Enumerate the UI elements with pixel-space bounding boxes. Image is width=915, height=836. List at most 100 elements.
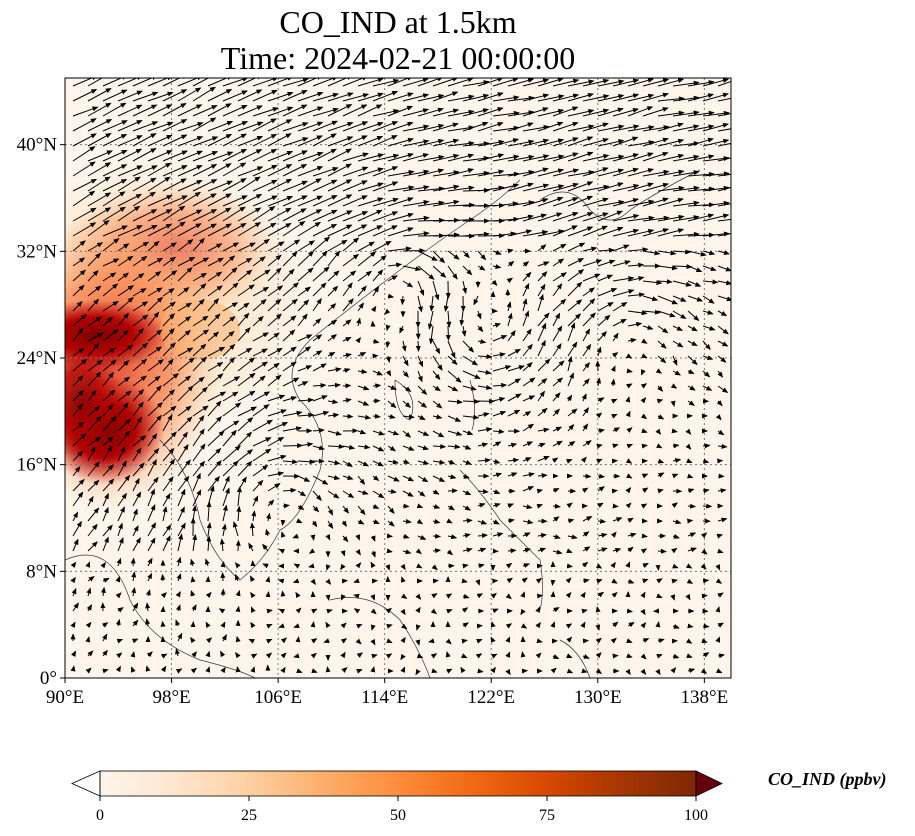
wind-vector-746 (702, 325, 716, 331)
wind-vector-386 (582, 197, 609, 207)
wind-vector-652 (612, 289, 635, 297)
wind-vector-426 (522, 213, 548, 222)
wind-vector-19 (357, 78, 384, 87)
wind-vector-181 (147, 134, 173, 147)
wind-vector-0 (72, 78, 98, 87)
wind-vector-449 (207, 223, 232, 237)
wind-vector-92 (132, 104, 158, 117)
wind-vector-332 (432, 184, 460, 192)
wind-vector-516 (552, 243, 567, 252)
wind-vector-1246 (282, 503, 290, 509)
wind-vector-666 (162, 301, 176, 312)
wind-vector-365 (267, 195, 294, 207)
wind-vector-446 (162, 221, 186, 237)
wind-vector-206 (522, 138, 550, 147)
wind-vector-79 (597, 94, 625, 102)
wind-vector-58 (282, 90, 308, 102)
wind-vector-140 (192, 117, 217, 132)
wind-vector-695 (597, 302, 614, 312)
wind-vector-338 (522, 183, 550, 192)
wind-vector-456 (312, 223, 338, 237)
wind-vector-67 (417, 93, 445, 102)
wind-vector-771 (415, 340, 421, 352)
wind-vector-17 (327, 78, 353, 87)
wind-vector-464 (432, 232, 460, 238)
wind-vector-6 (162, 78, 188, 87)
wind-vector-455 (297, 221, 322, 237)
wind-vector-88 (72, 106, 99, 117)
wind-vector-520 (612, 244, 630, 252)
wind-vector-121 (567, 109, 595, 117)
lon-tick-label-1: 98°E (152, 687, 190, 708)
wind-vector-427 (537, 212, 563, 222)
wind-vector-742 (642, 325, 654, 330)
wind-vector-48 (132, 91, 159, 102)
wind-vector-89 (87, 102, 112, 117)
wind-vector-950 (462, 398, 480, 404)
wind-vector-624 (192, 283, 207, 297)
wind-vector-641 (443, 295, 449, 312)
wind-vector-298 (582, 167, 609, 177)
wind-vector-733 (507, 312, 513, 327)
wind-vector-700 (672, 310, 687, 320)
wind-vector-137 (147, 121, 174, 132)
wind-vector-1462 (220, 571, 226, 582)
wind-vector-126 (642, 107, 669, 117)
wind-vector-703 (717, 310, 728, 317)
wind-vector-693 (567, 299, 583, 312)
wind-vector-326 (342, 180, 368, 192)
colorbar-tick-label-4: 100 (684, 807, 708, 824)
wind-vector-202 (462, 141, 490, 147)
wind-vector-195 (357, 135, 384, 147)
wind-vector-774 (462, 340, 475, 353)
wind-vector-223 (117, 148, 143, 162)
wind-vector-50 (162, 89, 188, 102)
wind-vector-333 (447, 185, 475, 192)
wind-vector-355 (117, 193, 143, 207)
wind-vector-414 (342, 211, 369, 222)
wind-vector-32 (552, 78, 580, 87)
wind-vector-760 (252, 332, 269, 342)
wind-vector-585 (267, 267, 282, 282)
wind-vector-213 (627, 140, 655, 147)
wind-vector-9 (207, 78, 233, 87)
wind-vector-487 (117, 243, 130, 252)
wind-vector-723 (356, 317, 362, 327)
wind-vector-632 (312, 282, 327, 297)
wind-vector-183 (177, 136, 204, 147)
wind-vector-728 (428, 325, 434, 345)
wind-vector-318 (222, 178, 247, 192)
wind-vector-714 (222, 316, 236, 327)
wind-vector-117 (507, 110, 535, 117)
wind-vector-139 (177, 122, 204, 132)
wind-vector-201 (447, 141, 475, 147)
wind-vector-270 (162, 165, 188, 177)
wind-vector-752 (132, 327, 144, 342)
wind-vector-383 (537, 196, 564, 207)
wind-vector-415 (357, 209, 383, 222)
wind-vector-133 (87, 119, 113, 132)
wind-vector-83 (657, 96, 685, 102)
wind-vector-120 (552, 106, 579, 117)
wind-vector-105 (327, 104, 353, 117)
wind-vector-616 (72, 284, 85, 297)
wind-vector-271 (177, 165, 203, 177)
wind-vector-156 (432, 122, 459, 132)
wind-vector-629 (267, 285, 284, 297)
wind-vector-136 (132, 121, 159, 132)
wind-vector-750 (102, 328, 119, 342)
wind-vector-323 (297, 178, 322, 192)
wind-vector-152 (372, 121, 399, 132)
wind-vector-398 (102, 206, 126, 222)
wind-vector-86 (702, 92, 729, 102)
wind-vector-567 (657, 265, 678, 271)
wind-vector-188 (252, 133, 278, 147)
wind-vector-692 (552, 298, 567, 312)
wind-vector-573 (87, 269, 99, 282)
wind-vector-257 (627, 152, 654, 162)
wind-vector-1643 (295, 636, 301, 643)
map-title-line-1: CO_IND at 1.5km (279, 4, 517, 40)
wind-vector-297 (567, 170, 595, 177)
wind-vector-656 (672, 295, 687, 302)
wind-vector-193 (327, 136, 354, 147)
